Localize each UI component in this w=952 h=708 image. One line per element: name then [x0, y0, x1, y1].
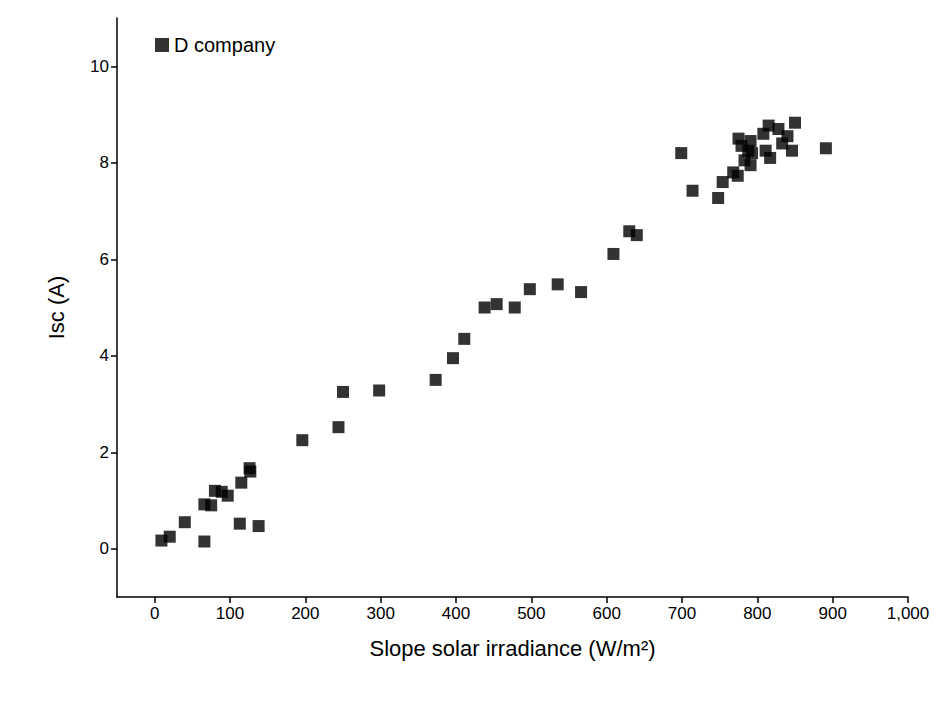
- svg-text:8: 8: [100, 153, 109, 172]
- svg-text:10: 10: [90, 57, 109, 76]
- svg-text:400: 400: [442, 604, 470, 623]
- svg-text:6: 6: [100, 250, 109, 269]
- svg-text:600: 600: [592, 604, 620, 623]
- svg-text:1,000: 1,000: [887, 604, 930, 623]
- svg-text:700: 700: [668, 604, 696, 623]
- svg-text:0: 0: [150, 604, 159, 623]
- svg-text:4: 4: [100, 346, 109, 365]
- svg-text:0: 0: [100, 539, 109, 558]
- svg-text:200: 200: [291, 604, 319, 623]
- svg-text:100: 100: [216, 604, 244, 623]
- svg-text:Isc (A): Isc (A): [44, 276, 69, 340]
- svg-text:D company: D company: [174, 34, 275, 56]
- svg-text:300: 300: [366, 604, 394, 623]
- svg-text:500: 500: [517, 604, 545, 623]
- svg-text:2: 2: [100, 443, 109, 462]
- svg-text:800: 800: [743, 604, 771, 623]
- svg-text:Slope solar irradiance (W/m²): Slope solar irradiance (W/m²): [369, 636, 655, 661]
- svg-text:900: 900: [818, 604, 846, 623]
